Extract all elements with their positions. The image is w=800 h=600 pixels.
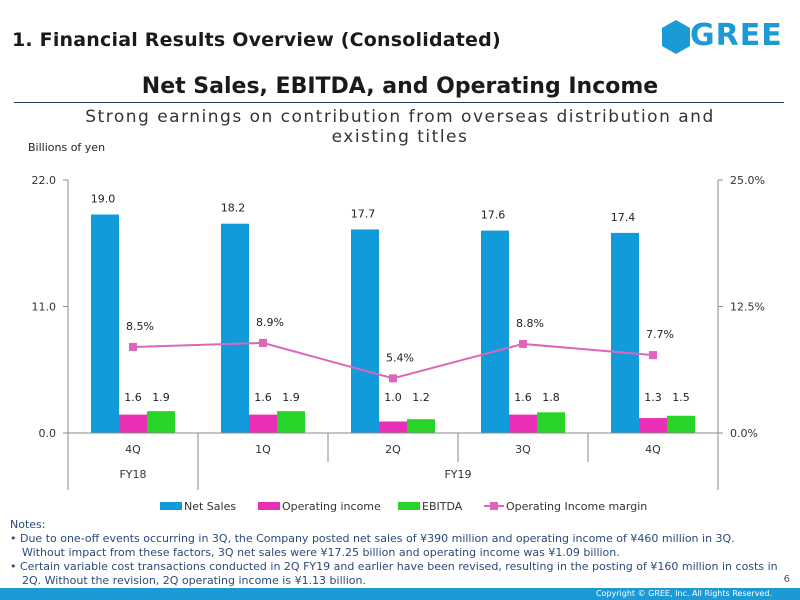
note-2-line-2: 2Q. Without the revision, 2Q operating i…: [22, 574, 366, 587]
legend-label: EBITDA: [422, 500, 463, 513]
gree-hexagon-icon: [662, 20, 690, 54]
bar-label: 1.6: [514, 391, 532, 404]
margin-label: 8.8%: [516, 317, 544, 330]
bar-operating-income: [639, 418, 667, 433]
bar-label: 1.3: [644, 391, 662, 404]
bar-label: 1.0: [384, 391, 402, 404]
bar-net-sales: [611, 232, 639, 433]
slide-subtitle: Strong earnings on contribution from ove…: [85, 107, 715, 147]
logo-text: GREE: [690, 18, 783, 53]
left-tick-label: 11.0: [32, 301, 57, 314]
bar-label: 19.0: [91, 193, 116, 206]
left-tick-label: 0.0: [39, 427, 57, 440]
bar-ebitda: [407, 419, 435, 433]
bar-operating-income: [119, 414, 147, 433]
margin-point: [649, 351, 657, 360]
legend-swatch: [398, 502, 420, 510]
margin-point: [519, 339, 527, 348]
note-2-line-1: • Certain variable cost transactions con…: [10, 560, 778, 573]
legend-swatch: [258, 502, 280, 510]
bar-ebitda: [667, 415, 695, 433]
bar-label: 17.6: [481, 209, 506, 222]
margin-label: 8.5%: [126, 320, 154, 333]
bar-label: 1.8: [542, 391, 560, 404]
category-label: 3Q: [515, 443, 531, 456]
legend-label: Operating Income margin: [506, 500, 647, 513]
bar-label: 1.5: [672, 391, 690, 404]
fiscal-year-label: FY18: [119, 468, 146, 481]
page-title: 1. Financial Results Overview (Consolida…: [12, 29, 501, 51]
margin-point: [259, 338, 267, 347]
left-tick-label: 22.0: [32, 174, 57, 187]
margin-point: [389, 374, 397, 383]
margin-label: 8.9%: [256, 316, 284, 329]
y-axis-unit-label: Billions of yen: [28, 141, 105, 154]
bar-label: 18.2: [221, 202, 246, 215]
fiscal-year-label: FY19: [444, 468, 471, 481]
margin-label: 7.7%: [646, 328, 674, 341]
bar-net-sales: [351, 229, 379, 433]
right-tick-label: 12.5%: [730, 301, 765, 314]
margin-point: [129, 342, 137, 351]
slide-title: Net Sales, EBITDA, and Operating Income: [141, 74, 659, 99]
footer-bar: Copyright © GREE, Inc. All Rights Reserv…: [0, 588, 800, 600]
note-1-line-1: • Due to one-off events occurring in 3Q,…: [10, 532, 735, 545]
bar-label: 17.4: [611, 211, 636, 224]
bar-operating-income: [379, 421, 407, 433]
legend-swatch: [160, 502, 182, 510]
bar-ebitda: [537, 412, 565, 433]
copyright: Copyright © GREE, Inc. All Rights Reserv…: [595, 589, 772, 598]
bar-operating-income: [509, 414, 537, 433]
bar-label: 17.7: [351, 207, 376, 220]
bar-operating-income: [249, 414, 277, 433]
notes-heading: Notes:: [10, 518, 46, 531]
category-label: 2Q: [385, 443, 401, 456]
legend-marker: [490, 502, 498, 510]
title-divider: [14, 102, 784, 103]
right-tick-label: 25.0%: [730, 174, 765, 187]
category-label: 4Q: [645, 443, 661, 456]
bar-label: 1.2: [412, 391, 430, 404]
bar-ebitda: [147, 411, 175, 433]
page-number: 6: [783, 574, 790, 585]
bar-net-sales: [221, 223, 249, 433]
bar-ebitda: [277, 411, 305, 433]
bar-label: 1.6: [254, 391, 272, 404]
bar-net-sales: [481, 230, 509, 433]
legend-label: Net Sales: [184, 500, 236, 513]
bar-label: 1.9: [152, 391, 170, 404]
notes-section: Notes: • Due to one-off events occurring…: [10, 518, 780, 588]
financial-chart: Billions of yen 0.0 11.0 22.0 0.0% 12.5% 25.0%…: [28, 141, 765, 513]
bar-label: 1.6: [124, 391, 142, 404]
category-label: 1Q: [255, 443, 271, 456]
legend-label: Operating income: [282, 500, 381, 513]
right-tick-label: 0.0%: [730, 427, 758, 440]
margin-label: 5.4%: [386, 351, 414, 364]
bar-net-sales: [91, 214, 119, 433]
category-label: 4Q: [125, 443, 141, 456]
bar-label: 1.9: [282, 391, 300, 404]
note-1-line-2: Without impact from these factors, 3Q ne…: [22, 546, 620, 559]
